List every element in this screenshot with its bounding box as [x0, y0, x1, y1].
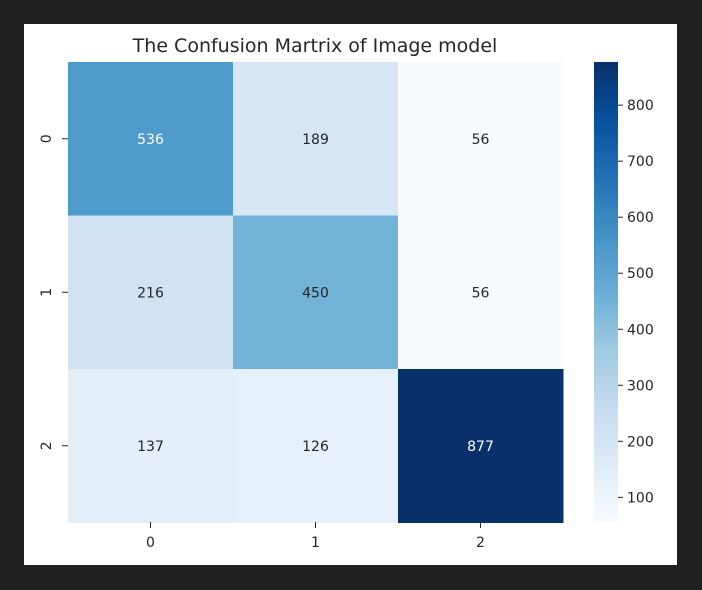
colorbar-tick-label: 600 — [627, 210, 654, 226]
cell-annotation: 536 — [137, 132, 164, 148]
cell-annotation: 137 — [137, 439, 164, 455]
heatmap-chart: The Confusion Martrix of Image model 536… — [39, 35, 654, 551]
cell-annotation: 450 — [302, 285, 329, 301]
heatmap-cell — [233, 215, 399, 370]
cell-annotation: 216 — [137, 285, 164, 301]
x-tick-label: 2 — [476, 535, 485, 551]
figure: The Confusion Martrix of Image model 536… — [24, 24, 677, 565]
heatmap-cell — [398, 215, 564, 370]
y-tick-label: 0 — [39, 134, 55, 143]
heatmap-cell — [233, 62, 399, 216]
cell-annotation: 877 — [467, 439, 494, 455]
heatmap-cell — [398, 62, 564, 216]
colorbar-tick-label: 700 — [627, 154, 654, 170]
colorbar-tick-label: 500 — [627, 266, 654, 282]
y-tick-label: 2 — [39, 441, 55, 450]
heatmap-cell — [68, 62, 234, 216]
colorbar-tick-label: 100 — [627, 490, 654, 506]
colorbar-tick-label: 300 — [627, 378, 654, 394]
colorbar-tick-label: 400 — [627, 322, 654, 338]
colorbar-tick-label: 800 — [627, 98, 654, 114]
x-tick-label: 0 — [146, 535, 155, 551]
colorbar — [594, 62, 618, 522]
cell-annotation: 189 — [302, 132, 329, 148]
y-tick-label: 1 — [39, 288, 55, 297]
heatmap-cell — [68, 215, 234, 370]
chart-title: The Confusion Martrix of Image model — [132, 35, 498, 57]
x-tick-label: 1 — [311, 535, 320, 551]
heatmap-cell — [233, 369, 399, 523]
cell-annotation: 56 — [472, 285, 490, 301]
heatmap-cell — [68, 369, 234, 523]
cell-annotation: 56 — [472, 132, 490, 148]
cell-annotation: 126 — [302, 439, 329, 455]
colorbar-tick-label: 200 — [627, 434, 654, 450]
heatmap-cell — [398, 369, 564, 523]
